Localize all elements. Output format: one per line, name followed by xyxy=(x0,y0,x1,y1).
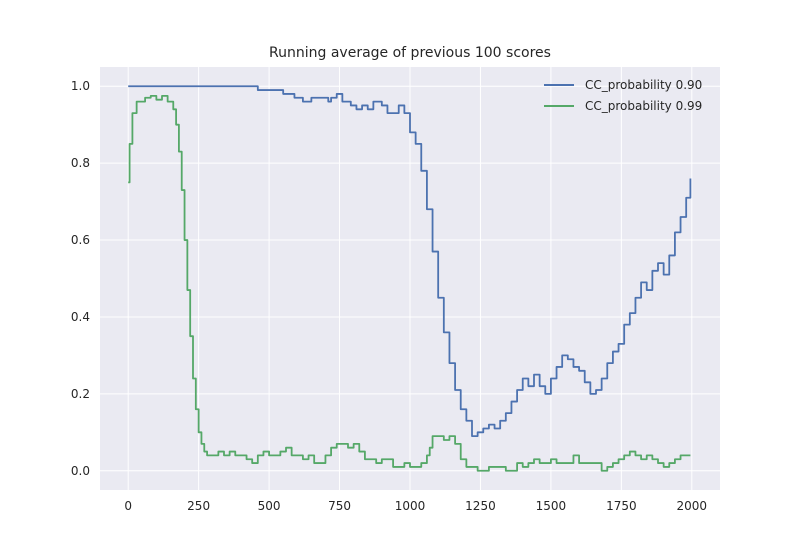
x-tick-label: 1000 xyxy=(395,499,426,513)
x-tick-label: 0 xyxy=(124,499,132,513)
y-tick-label: 0.2 xyxy=(71,387,90,401)
x-tick-label: 750 xyxy=(328,499,351,513)
x-tick-label: 2000 xyxy=(677,499,708,513)
series-layer xyxy=(128,85,692,472)
chart-title: Running average of previous 100 scores xyxy=(269,45,551,61)
x-tick-label: 1500 xyxy=(536,499,567,513)
y-tick-label: 0.8 xyxy=(71,156,90,170)
series-line-1 xyxy=(128,85,692,438)
y-tick-label: 0.6 xyxy=(71,233,90,247)
x-tick-label: 250 xyxy=(187,499,210,513)
legend-label-2: CC_probability 0.99 xyxy=(585,99,702,113)
series-line-2 xyxy=(128,94,691,472)
y-axis: 0.0 0.2 0.4 0.6 0.8 1.0 xyxy=(71,79,90,478)
grid-lines xyxy=(100,67,720,490)
x-tick-label: 1250 xyxy=(465,499,496,513)
legend-label-1: CC_probability 0.90 xyxy=(585,78,702,92)
legend: CC_probability 0.90 CC_probability 0.99 xyxy=(544,78,702,113)
x-tick-label: 1750 xyxy=(606,499,637,513)
x-tick-label: 500 xyxy=(258,499,281,513)
y-tick-label: 1.0 xyxy=(71,79,90,93)
y-tick-label: 0.4 xyxy=(71,310,90,324)
x-axis: 0 250 500 750 1000 1250 1500 1750 2000 xyxy=(124,499,707,513)
y-tick-label: 0.0 xyxy=(71,464,90,478)
